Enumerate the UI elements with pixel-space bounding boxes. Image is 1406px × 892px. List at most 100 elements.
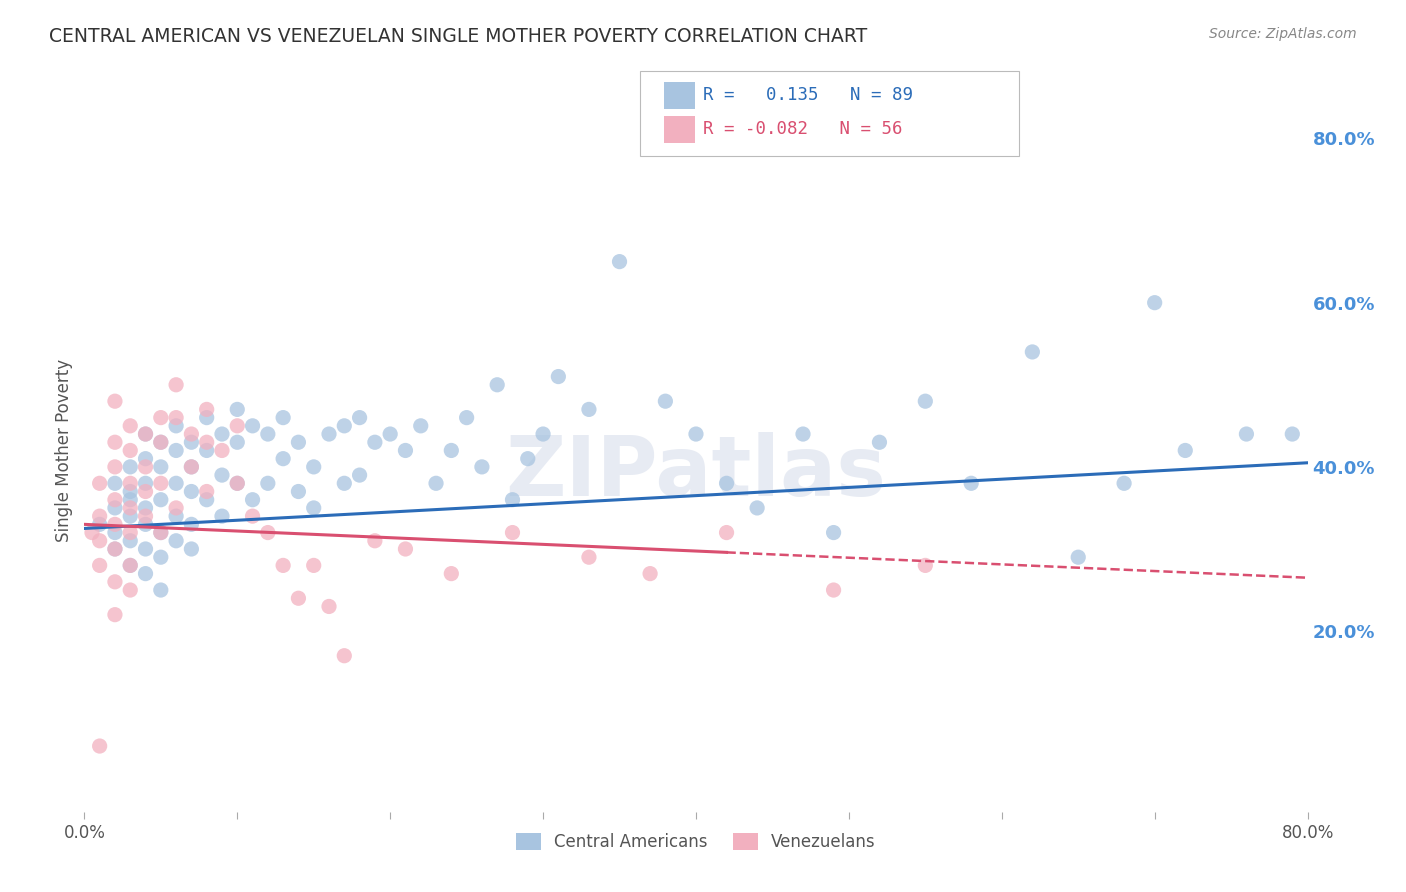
Point bbox=[914, 558, 936, 573]
Point bbox=[287, 591, 309, 606]
Point bbox=[211, 468, 233, 483]
Point bbox=[120, 500, 142, 515]
Point bbox=[104, 541, 127, 556]
Point bbox=[120, 492, 142, 507]
Point bbox=[380, 427, 402, 442]
Point bbox=[211, 443, 233, 458]
Point bbox=[302, 558, 325, 573]
Point bbox=[242, 509, 264, 524]
Point bbox=[120, 484, 142, 499]
Point bbox=[149, 476, 172, 491]
Point bbox=[425, 476, 447, 491]
Point bbox=[287, 484, 309, 499]
Point bbox=[349, 410, 371, 425]
Legend: Central Americans, Venezuelans: Central Americans, Venezuelans bbox=[509, 826, 883, 857]
Point bbox=[180, 459, 202, 474]
Point bbox=[135, 541, 157, 556]
Point bbox=[1281, 427, 1303, 442]
Point bbox=[823, 582, 845, 597]
Point bbox=[195, 402, 218, 417]
Text: CENTRAL AMERICAN VS VENEZUELAN SINGLE MOTHER POVERTY CORRELATION CHART: CENTRAL AMERICAN VS VENEZUELAN SINGLE MO… bbox=[49, 27, 868, 45]
Point bbox=[195, 492, 218, 507]
Point bbox=[89, 739, 111, 753]
Point bbox=[120, 476, 142, 491]
Point bbox=[502, 525, 524, 540]
Point bbox=[578, 550, 600, 565]
Point bbox=[211, 427, 233, 442]
Point bbox=[486, 377, 509, 392]
Point bbox=[471, 459, 494, 474]
Point bbox=[318, 427, 340, 442]
Point bbox=[104, 541, 127, 556]
Point bbox=[165, 377, 187, 392]
Point bbox=[120, 558, 142, 573]
Point bbox=[271, 410, 294, 425]
Point bbox=[135, 517, 157, 532]
Point bbox=[349, 468, 371, 483]
Point bbox=[149, 435, 172, 450]
Y-axis label: Single Mother Poverty: Single Mother Poverty bbox=[55, 359, 73, 542]
Point bbox=[195, 484, 218, 499]
Point bbox=[456, 410, 478, 425]
Point bbox=[165, 509, 187, 524]
Text: ZIPatlas: ZIPatlas bbox=[506, 432, 886, 513]
Point bbox=[120, 443, 142, 458]
Point bbox=[502, 492, 524, 507]
Point bbox=[120, 582, 142, 597]
Point bbox=[271, 451, 294, 466]
Point bbox=[120, 459, 142, 474]
Point bbox=[440, 566, 463, 581]
Point bbox=[547, 369, 569, 384]
Point bbox=[120, 525, 142, 540]
Text: Source: ZipAtlas.com: Source: ZipAtlas.com bbox=[1209, 27, 1357, 41]
Point bbox=[747, 500, 769, 515]
Point bbox=[242, 418, 264, 433]
Point bbox=[165, 418, 187, 433]
Point bbox=[1114, 476, 1136, 491]
Point bbox=[792, 427, 814, 442]
Point bbox=[149, 525, 172, 540]
Point bbox=[104, 517, 127, 532]
Point bbox=[135, 459, 157, 474]
Point bbox=[394, 541, 416, 556]
Point bbox=[654, 394, 676, 409]
Text: R = -0.082   N = 56: R = -0.082 N = 56 bbox=[703, 120, 903, 138]
Point bbox=[149, 550, 172, 565]
Point bbox=[89, 509, 111, 524]
Point bbox=[149, 435, 172, 450]
Point bbox=[135, 451, 157, 466]
Point bbox=[89, 558, 111, 573]
Point bbox=[578, 402, 600, 417]
Point bbox=[914, 394, 936, 409]
Point bbox=[104, 394, 127, 409]
Point bbox=[104, 476, 127, 491]
Point bbox=[333, 648, 356, 663]
Point bbox=[165, 533, 187, 548]
Point bbox=[149, 582, 172, 597]
Point bbox=[257, 525, 280, 540]
Point bbox=[960, 476, 983, 491]
Point bbox=[195, 435, 218, 450]
Point bbox=[104, 492, 127, 507]
Point bbox=[257, 476, 280, 491]
Point bbox=[135, 476, 157, 491]
Point bbox=[1021, 345, 1043, 359]
Point bbox=[180, 484, 202, 499]
Point bbox=[609, 254, 631, 268]
Point bbox=[394, 443, 416, 458]
Point bbox=[89, 476, 111, 491]
Point bbox=[440, 443, 463, 458]
Point bbox=[104, 574, 127, 589]
Point bbox=[1067, 550, 1090, 565]
Point bbox=[149, 459, 172, 474]
Point bbox=[364, 533, 387, 548]
Point bbox=[531, 427, 554, 442]
Point bbox=[180, 517, 202, 532]
Point bbox=[287, 435, 309, 450]
Point bbox=[104, 607, 127, 622]
Point bbox=[638, 566, 661, 581]
Point bbox=[226, 402, 249, 417]
Point bbox=[104, 500, 127, 515]
Point bbox=[149, 525, 172, 540]
Point bbox=[89, 517, 111, 532]
